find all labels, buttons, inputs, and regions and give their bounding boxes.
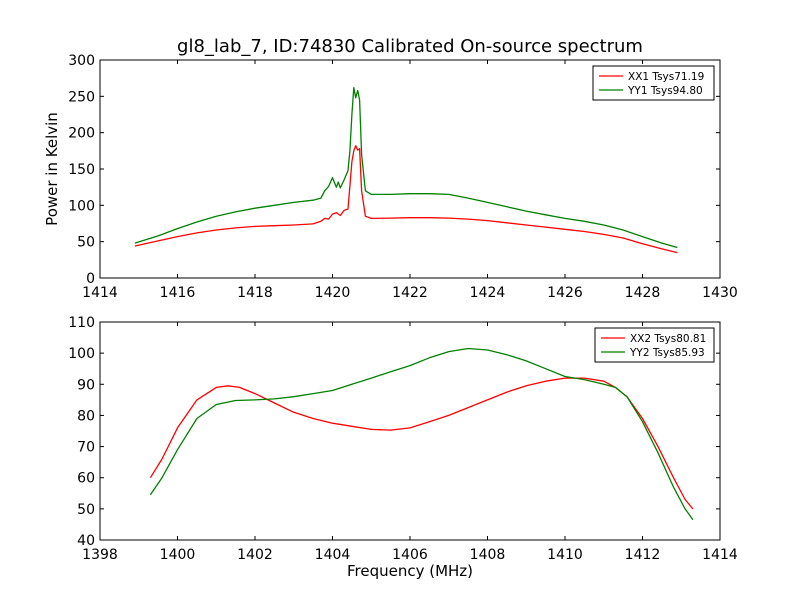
y-tick-label: 50 [77, 502, 95, 518]
y-tick-label: 100 [68, 346, 95, 362]
x-tick-label: 1422 [392, 285, 428, 301]
series-line-2 [134, 86, 678, 249]
legend: XX1 Tsys71.19 YY1 Tsys94.80 [592, 65, 715, 101]
y-tick-label: 60 [77, 471, 95, 487]
legend-label: YY2 Tsys85.93 [629, 347, 705, 359]
y-tick-label: 200 [68, 126, 95, 142]
y-axis-label: Power in Kelvin [43, 112, 61, 226]
y-tick-label: 250 [68, 89, 95, 105]
x-tick-label: 1398 [82, 547, 118, 563]
y-tick-label: 80 [77, 408, 95, 424]
x-tick-label: 1428 [625, 285, 661, 301]
bottom-panel-spectrum-chart: 1398 1400 1402 1404 1406 1408 1410 1412 1414 40 50… [68, 315, 738, 580]
series-line-1 [134, 145, 678, 254]
legend-box [594, 327, 715, 363]
legend-label: XX1 Tsys71.19 [628, 71, 704, 83]
legend-label: YY1 Tsys94.80 [627, 85, 703, 97]
y-tick-label: 90 [77, 377, 95, 393]
x-tick-label: 1400 [160, 547, 196, 563]
x-tick-label: 1430 [702, 285, 738, 301]
y-tick-label: 50 [77, 235, 95, 251]
legend: XX2 Tsys80.81 YY2 Tsys85.93 [594, 327, 715, 363]
x-tick-label: 1410 [547, 547, 583, 563]
x-tick-label: 1406 [392, 547, 428, 563]
series-line-2 [149, 347, 694, 521]
x-tick-label: 1416 [160, 285, 196, 301]
legend-label: XX2 Tsys80.81 [630, 333, 706, 345]
y-tick-label: 0 [86, 271, 95, 287]
x-tick-label: 1414 [702, 547, 738, 563]
y-tick-label: 150 [68, 162, 95, 178]
y-tick-label: 40 [77, 533, 95, 549]
top-panel-spectrum-chart: 1414 1416 1418 1420 1422 1424 1426 1428 1430 0 50 1… [43, 53, 738, 301]
x-tick-label: 1412 [625, 547, 661, 563]
x-tick-label: 1420 [315, 285, 351, 301]
x-tick-label: 1402 [237, 547, 273, 563]
x-tick-label: 1418 [237, 285, 273, 301]
x-tick-label: 1404 [315, 547, 351, 563]
y-tick-label: 100 [68, 198, 95, 214]
y-tick-label: 70 [77, 440, 95, 456]
x-axis-label: Frequency (MHz) [347, 562, 473, 580]
legend-box [592, 65, 715, 101]
x-tick-label: 1414 [82, 285, 118, 301]
figure-title: gl8_lab_7, ID:74830 Calibrated On-source… [177, 36, 643, 57]
y-tick-label: 110 [68, 315, 95, 331]
x-tick-label: 1424 [470, 285, 506, 301]
x-tick-label: 1426 [547, 285, 583, 301]
y-tick-label: 300 [68, 53, 95, 69]
x-tick-label: 1408 [470, 547, 506, 563]
